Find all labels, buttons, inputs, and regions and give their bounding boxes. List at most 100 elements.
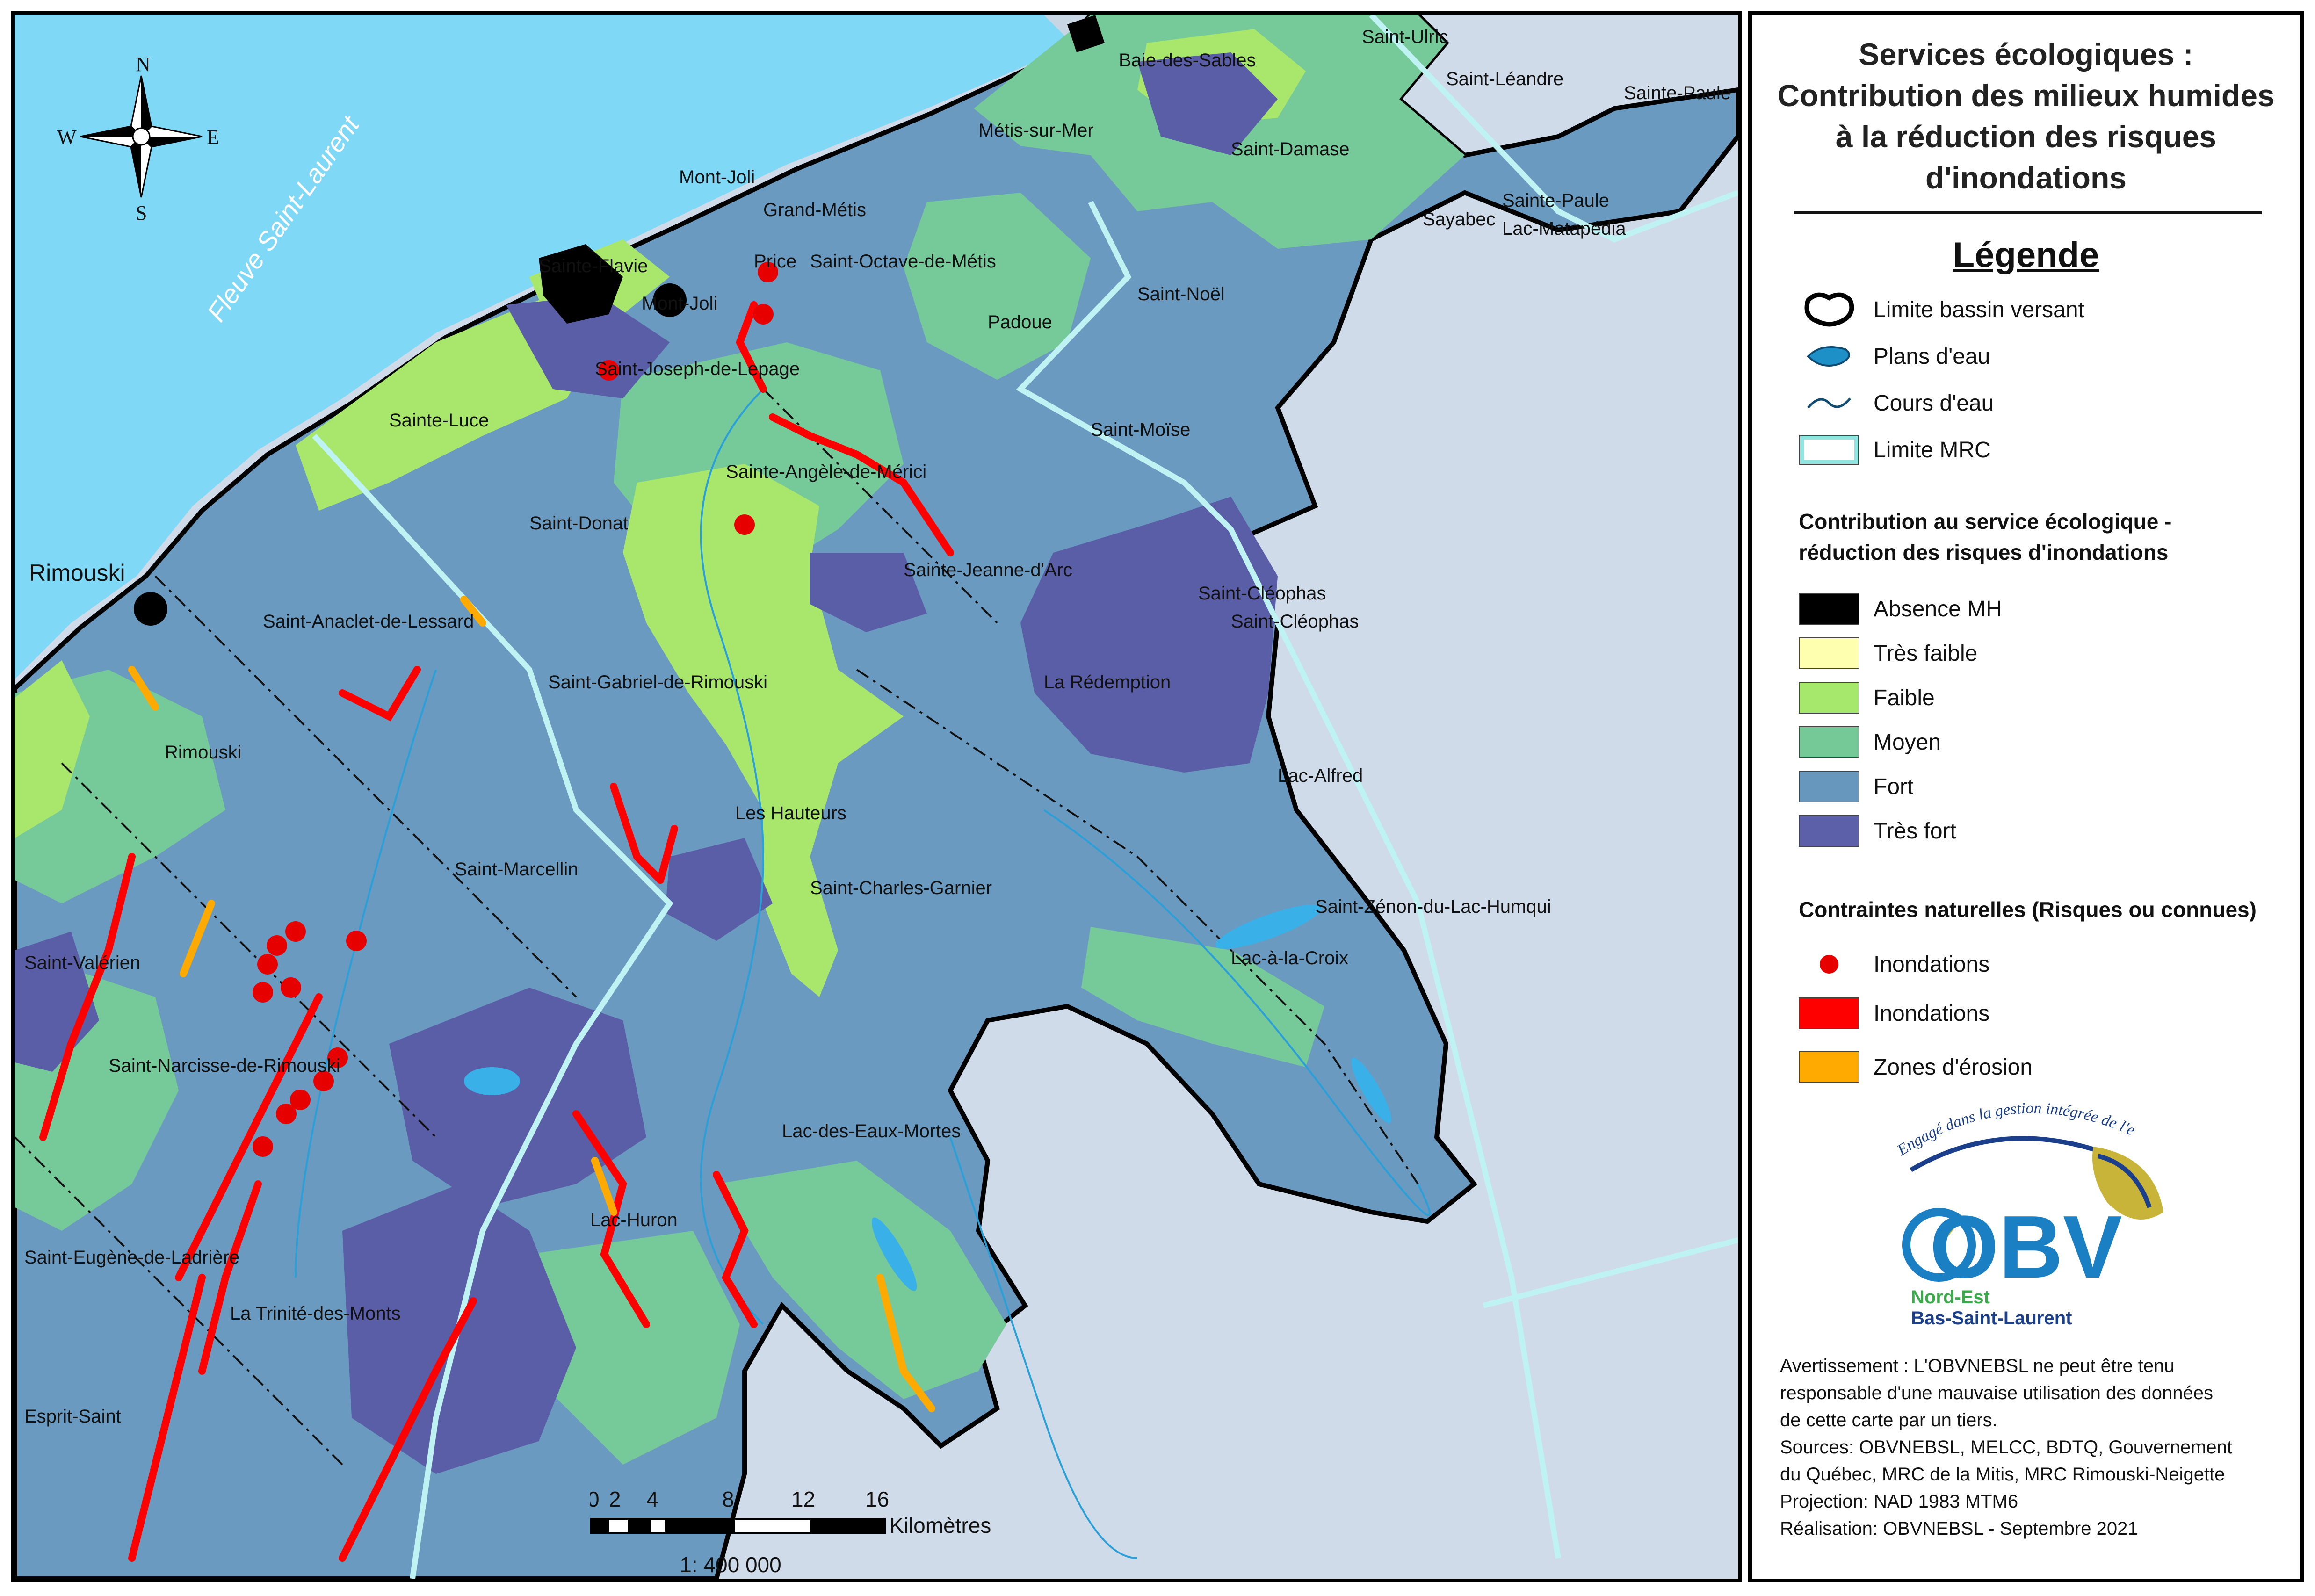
scale-tick-label: 8 <box>722 1487 734 1511</box>
mrc-boundary-icon <box>1799 435 1859 465</box>
legend-constraint-item: Inondations <box>1799 995 1989 1032</box>
erosion-areas <box>128 596 935 1412</box>
zone-tres-fort <box>810 553 927 632</box>
zone-moyen <box>529 1231 740 1465</box>
place-label: Métis-sur-Mer <box>978 120 1094 141</box>
map-frame: N S E W Fleuve Saint-Laurent Rimouski Sa… <box>11 11 1742 1582</box>
place-label: Saint-Léandre <box>1446 69 1563 89</box>
note-line: Sources: OBVNEBSL, MELCC, BDTQ, Gouverne… <box>1780 1437 2233 1458</box>
note-line: de cette carte par un tiers. <box>1780 1410 1997 1430</box>
contribution-heading-line: réduction des risques d'inondations <box>1799 540 2169 564</box>
legend-label: Fort <box>1874 774 1914 799</box>
title-line: d'inondations <box>1925 160 2127 195</box>
zone-absence-mh <box>539 244 623 324</box>
place-label: Lac-Huron <box>590 1210 678 1230</box>
logo-line1: Nord-Est <box>1911 1287 1990 1307</box>
scale-bar: 0 2 4 8 12 16 Kilomètres 1: 400 000 <box>587 1479 1058 1579</box>
place-label: Saint-Charles-Garnier <box>810 878 992 898</box>
mrc-boundary-line <box>312 433 673 1579</box>
zone-faible <box>15 660 90 838</box>
scale-tick-label: 12 <box>791 1487 815 1511</box>
place-label: Saint-Cléophas <box>1231 611 1359 632</box>
mrc-boundary-line <box>1016 201 1561 1559</box>
map-title: Services écologiques : Contribution des … <box>1752 34 2300 198</box>
obv-logo: Engagé dans la gestion intégrée de l'eau… <box>1870 1077 2201 1334</box>
water-bodies <box>464 904 1391 1291</box>
legend-label: Cours d'eau <box>1874 390 1994 416</box>
class-swatch <box>1799 637 1859 669</box>
place-label: Saint-Gabriel-de-Rimouski <box>548 672 767 693</box>
place-label: Sainte-Paule <box>1624 83 1731 103</box>
legend-class-item: Très fort <box>1799 812 1956 850</box>
logo-acronym: OBV <box>1930 1198 2122 1297</box>
legend-item-watercourse: Cours d'eau <box>1799 384 1994 422</box>
class-swatch <box>1799 726 1859 758</box>
logo-line2: Bas-Saint-Laurent <box>1911 1308 2072 1329</box>
legend-class-item: Absence MH <box>1799 590 2002 628</box>
scale-tick-label: 16 <box>865 1487 889 1511</box>
place-label: Rimouski <box>165 742 241 763</box>
title-line: Services écologiques : <box>1859 37 2193 72</box>
class-swatch <box>1799 593 1859 625</box>
river-label: Fleuve Saint-Laurent <box>201 110 365 327</box>
watercourse-icon <box>1807 397 1851 409</box>
place-label: Lac-à-la-Croix <box>1231 948 1348 968</box>
legend-item-mrc: Limite MRC <box>1799 431 1991 469</box>
place-label: La Rédemption <box>1044 672 1171 693</box>
legend-panel: Services écologiques : Contribution des … <box>1748 11 2304 1582</box>
place-label: Saint-Donat <box>529 513 628 534</box>
flood-point-icon <box>1820 955 1838 974</box>
note-line: du Québec, MRC de la Mitis, MRC Rimouski… <box>1780 1464 2225 1485</box>
zone-faible <box>623 464 904 997</box>
city-label-rimouski: Rimouski <box>29 560 125 586</box>
compass-n: N <box>136 53 151 76</box>
place-label: Sainte-Jeanne-d'Arc <box>904 560 1072 580</box>
class-swatch <box>1799 815 1859 847</box>
place-label: Esprit-Saint <box>24 1406 121 1427</box>
title-divider <box>1794 211 2262 214</box>
place-label: Saint-Octave-de-Métis <box>810 251 996 272</box>
legend-class-item: Fort <box>1799 768 1913 805</box>
place-label: Sainte-Flavie <box>539 256 648 276</box>
zone-tres-fort <box>389 988 646 1207</box>
municipal-boundaries <box>15 388 1419 1466</box>
compass-w: W <box>57 126 77 149</box>
legend-label: Inondations <box>1874 952 1990 977</box>
place-label: Lac-des-Eaux-Mortes <box>782 1121 961 1141</box>
legend-label: Absence MH <box>1874 596 2002 621</box>
class-swatch <box>1799 682 1859 714</box>
legend-label: Très fort <box>1874 818 1956 844</box>
contribution-heading: Contribution au service écologique - réd… <box>1799 506 2171 568</box>
place-label: Sainte-Paule <box>1502 190 1609 211</box>
watercourses <box>295 388 1431 1559</box>
place-label: Sainte-Luce <box>389 410 489 431</box>
erosion-area-icon <box>1799 1051 1859 1083</box>
place-label: Baie-des-Sables <box>1119 50 1256 71</box>
mrc-boundary-line <box>1483 1237 1738 1308</box>
legend-label: Zones d'érosion <box>1874 1054 2033 1080</box>
zone-tres-fort <box>1137 52 1278 155</box>
zone-tres-fort <box>506 296 670 398</box>
legend-heading: Légende <box>1953 235 2099 275</box>
compass-s: S <box>136 202 147 224</box>
legend-label: Plans d'eau <box>1874 344 1990 369</box>
place-label: Saint-Eugène-de-Ladrière <box>24 1247 239 1268</box>
place-label: Lac-Alfred <box>1278 766 1363 786</box>
legend-label: Très faible <box>1874 641 1978 666</box>
class-swatch <box>1799 771 1859 802</box>
zone-tres-fort <box>665 838 773 941</box>
place-label: Saint-Marcellin <box>455 859 579 880</box>
place-label: Sayabec <box>1423 209 1496 230</box>
legend-class-item: Moyen <box>1799 723 1941 761</box>
watershed-boundary-icon <box>1804 292 1854 327</box>
legend-constraint-item: Zones d'érosion <box>1799 1048 2033 1086</box>
zone-moyen <box>716 1161 1006 1399</box>
flood-areas <box>39 301 954 1562</box>
zone-moyen <box>1081 927 1324 1067</box>
place-label: Mont-Joli <box>679 167 755 188</box>
legend-class-item: Faible <box>1799 679 1935 716</box>
zone-tres-fort <box>15 932 99 1072</box>
note-line: Avertissement : L'OBVNEBSL ne peut être … <box>1780 1356 2175 1376</box>
place-labels: Saint-Ulric Baie-des-Sables Saint-Léandr… <box>24 27 1731 1427</box>
note-line: responsable d'une mauvaise utilisation d… <box>1780 1383 2214 1403</box>
